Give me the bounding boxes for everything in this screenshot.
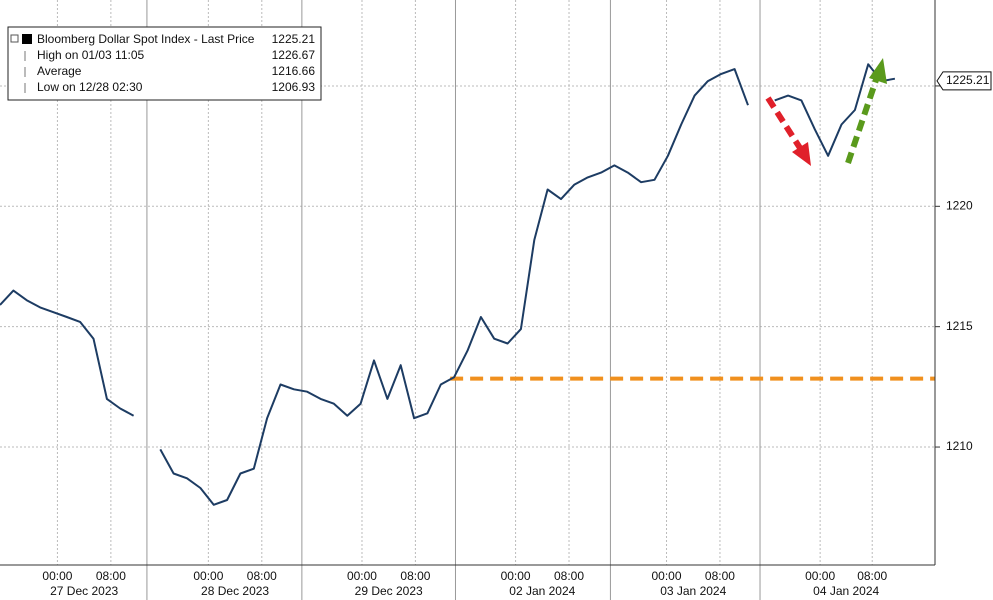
x-tick-label: 08:00	[705, 569, 735, 583]
legend-stat-value: 1226.67	[272, 48, 316, 62]
x-tick-label: 00:00	[501, 569, 531, 583]
legend-stat-label: Average	[37, 64, 82, 78]
x-tick-label: 00:00	[193, 569, 223, 583]
green-arrow	[845, 58, 887, 164]
arrow-shaft	[765, 96, 803, 150]
last-price-label: 1225.21	[946, 73, 990, 87]
last-price-tag: 1225.21	[936, 71, 992, 91]
x-tick-label: 08:00	[554, 569, 584, 583]
legend-stat-label: Low on 12/28 02:30	[37, 80, 143, 94]
x-tick-label: 08:00	[247, 569, 277, 583]
x-tick-label: 08:00	[857, 569, 887, 583]
day-label: 29 Dec 2023	[355, 584, 423, 598]
legend: Bloomberg Dollar Spot Index - Last Price…	[7, 26, 322, 101]
arrow-head	[869, 58, 887, 84]
legend-stat-label: High on 01/03 11:05	[37, 48, 145, 62]
arrow-shaft	[845, 79, 879, 164]
x-tick-label: 00:00	[805, 569, 835, 583]
y-tick-label: 1210	[946, 439, 973, 453]
red-arrow	[765, 96, 811, 166]
legend-box	[7, 26, 322, 101]
day-label: 02 Jan 2024	[509, 584, 575, 598]
legend-last-price: 1225.21	[272, 32, 316, 46]
x-tick-label: 00:00	[347, 569, 377, 583]
legend-stat-value: 1206.93	[272, 80, 316, 94]
x-tick-label: 08:00	[96, 569, 126, 583]
x-tick-label: 00:00	[652, 569, 682, 583]
day-label: 03 Jan 2024	[660, 584, 726, 598]
legend-swatch	[22, 34, 32, 44]
y-tick-label: 1215	[946, 319, 973, 333]
x-tick-label: 08:00	[400, 569, 430, 583]
x-tick-label: 00:00	[42, 569, 72, 583]
arrow-head	[792, 142, 811, 166]
y-tick-label: 1220	[946, 198, 973, 212]
last-price-box	[936, 71, 992, 91]
legend-stat-value: 1216.66	[272, 64, 316, 78]
day-label: 28 Dec 2023	[201, 584, 269, 598]
legend-collapse	[10, 34, 19, 43]
day-label: 04 Jan 2024	[813, 584, 879, 598]
day-label: 27 Dec 2023	[50, 584, 118, 598]
legend-series-name: Bloomberg Dollar Spot Index - Last Price	[37, 32, 255, 46]
